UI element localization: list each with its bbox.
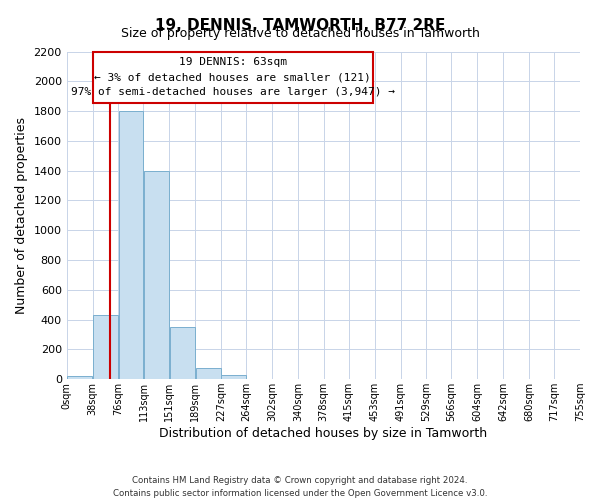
FancyBboxPatch shape [92,52,373,103]
Bar [93,315,118,379]
Text: Contains HM Land Registry data © Crown copyright and database right 2024.
Contai: Contains HM Land Registry data © Crown c… [113,476,487,498]
Y-axis label: Number of detached properties: Number of detached properties [15,117,28,314]
Text: Size of property relative to detached houses in Tamworth: Size of property relative to detached ho… [121,28,479,40]
Bar [67,376,92,379]
Text: 19, DENNIS, TAMWORTH, B77 2RE: 19, DENNIS, TAMWORTH, B77 2RE [155,18,445,32]
Bar [119,111,143,379]
Bar [196,368,221,379]
Bar [144,170,169,379]
X-axis label: Distribution of detached houses by size in Tamworth: Distribution of detached houses by size … [159,427,487,440]
Bar [170,327,195,379]
Text: 19 DENNIS: 63sqm
← 3% of detached houses are smaller (121)
97% of semi-detached : 19 DENNIS: 63sqm ← 3% of detached houses… [71,58,395,97]
Bar [221,376,246,379]
